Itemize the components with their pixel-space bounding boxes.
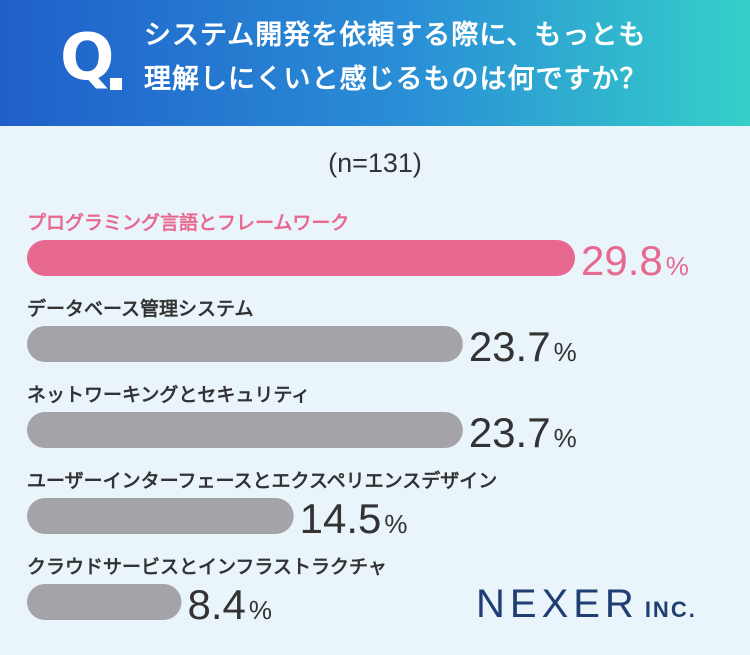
category-label: ユーザーインターフェースとエクスペリエンスデザイン bbox=[27, 469, 497, 492]
value-percent-sign: % bbox=[554, 423, 577, 453]
q-dot-icon bbox=[110, 78, 122, 90]
value-label: 23.7% bbox=[469, 323, 577, 370]
category-label: データベース管理システム bbox=[27, 297, 253, 320]
value-number: 29.8 bbox=[581, 237, 663, 284]
question-line-2: 理解しにくいと感じるものは何ですか？ bbox=[144, 64, 648, 95]
bar bbox=[27, 412, 463, 448]
bar bbox=[27, 498, 294, 534]
logo-main-text: NEXER bbox=[476, 582, 639, 626]
value-number: 23.7 bbox=[469, 323, 551, 370]
question-header: Q システム開発を依頼する際に、もっとも 理解しにくいと感じるものは何ですか？ bbox=[0, 0, 750, 126]
bar bbox=[27, 584, 182, 620]
category-label: クラウドサービスとインフラストラクチャ bbox=[27, 556, 387, 578]
question-text: システム開発を依頼する際に、もっとも 理解しにくいと感じるものは何ですか？ bbox=[144, 14, 734, 102]
value-number: 8.4 bbox=[187, 581, 245, 628]
bar bbox=[27, 326, 463, 362]
value-label: 29.8% bbox=[581, 237, 689, 284]
value-percent-sign: % bbox=[384, 509, 407, 539]
value-label: 8.4% bbox=[187, 581, 272, 628]
value-percent-sign: % bbox=[554, 337, 577, 367]
value-number: 14.5 bbox=[300, 495, 382, 542]
sample-size: (n=131) bbox=[328, 148, 422, 178]
logo-sub-text: INC. bbox=[644, 597, 697, 622]
value-percent-sign: % bbox=[249, 595, 272, 625]
value-number: 23.7 bbox=[469, 409, 551, 456]
value-label: 23.7% bbox=[469, 409, 577, 456]
category-label: ネットワーキングとセキュリティ bbox=[27, 383, 310, 406]
value-label: 14.5% bbox=[300, 495, 408, 542]
nexer-logo: NEXER INC. bbox=[476, 582, 697, 627]
value-percent-sign: % bbox=[666, 251, 689, 281]
q-mark: Q bbox=[60, 21, 115, 95]
bar bbox=[27, 240, 575, 276]
category-label: プログラミング言語とフレームワーク bbox=[27, 211, 349, 234]
question-line-1: システム開発を依頼する際に、もっとも bbox=[144, 20, 647, 51]
